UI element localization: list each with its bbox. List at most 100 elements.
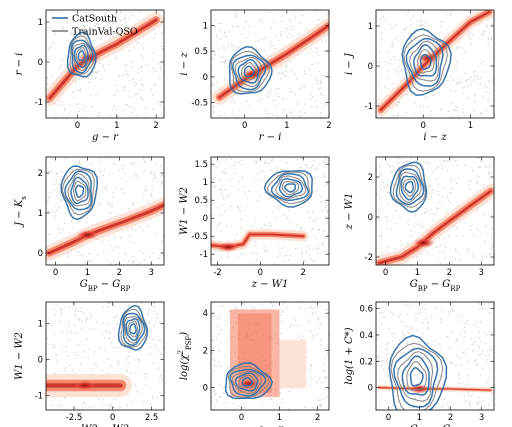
catsouth-contour [70,176,89,205]
x-tick-label: 1 [468,121,473,131]
plot-area [46,10,164,118]
y-tick-label: 2 [203,346,208,356]
x-tick-label: 3 [149,268,154,278]
density-map [211,229,309,253]
y-tick-label: 4 [203,309,208,319]
trainval-contour [241,62,257,80]
axes-frame [45,9,165,119]
catsouth-contour [409,366,424,387]
y-axis-label: W1 − W2 [179,187,190,235]
catsouth-contour [401,355,430,396]
axes-frame [375,9,495,119]
catsouth-contour [278,177,303,198]
trainval-contour [231,370,262,395]
catsouth-contour [401,28,452,96]
y-axis-label: i − J [344,52,355,75]
trainval-contour [392,164,427,208]
trainval-contour [76,47,87,65]
ticks: 0 1 2 0 2 4 [203,302,329,423]
catsouth-contour [77,49,86,62]
y-tick-label: 0 [368,213,373,223]
legend: CatSouth TrainVal-QSO [52,14,138,38]
y-tick-label: 0 [203,73,208,83]
trainval-contour [230,50,270,93]
x-axis-label: i − z [423,132,447,143]
x-tick-label: 1 [277,413,282,423]
trainval-contour [238,374,256,389]
axes-frame [45,156,165,266]
catsouth-contour [224,362,273,400]
x-axis-label: GBP − GRP [410,424,461,427]
trainval-contour [69,35,96,75]
y-axis-label: log(χ2PSF) [177,332,193,380]
y-tick-label: 0.2 [359,357,373,367]
x-tick-label: 2 [301,268,306,278]
y-tick-label: 0 [203,384,208,394]
y-tick-label: 0 [368,62,373,72]
y-tick-label: 0.4 [359,331,373,341]
legend-label: TrainVal-QSO [72,27,138,38]
panel-2: 0 1 2-0.500.51r − ii − z [179,9,332,143]
ticks: 0 1 2 3 -2 0 2 [365,157,494,278]
catsouth-contour [117,304,149,351]
catsouth-contour [419,53,432,71]
ticks: -2 0 2 -1 -0.5 0 0.5 1 1.5 [191,157,329,278]
catsouth-contour [128,323,137,335]
y-tick-label: 0 [38,356,43,366]
contours [66,31,97,78]
trainval-contour [61,168,95,216]
x-axis-label: GBP − GRP [80,279,131,293]
y-tick-label: 1 [38,209,43,219]
x-tick-label: 1 [415,268,420,278]
x-tick-label: 0 [383,268,388,278]
trainval-contour [403,34,448,92]
ticks: 0 1 2 3 0 0.2 0.4 0.6 [359,302,494,423]
x-tick-label: 1 [85,268,90,278]
x-axis-label: g − r [92,132,119,143]
trainval-contour [390,342,444,410]
catsouth-contour [389,161,428,213]
density-map [46,197,164,261]
x-axis-label: r − i [259,132,282,143]
ticks: 0 1 2 -1 0 1 [35,10,164,131]
panel-3: 0 1 -1 0 1 i − z i − J [344,9,495,143]
catsouth-contour [74,184,85,199]
trainval-contour [398,171,422,204]
x-tick-label: 2 [117,268,122,278]
axes-frame [210,156,330,266]
x-tick-label: 2 [447,268,452,278]
trainval-contour [72,181,87,202]
y-tick-label: 1.5 [194,160,208,170]
ticks: -2.5 0 2.5 -1 0 1 [35,302,164,423]
plot-area [211,157,329,265]
x-tick-label: 0 [242,121,247,131]
contours [388,334,448,410]
trainval-contour [409,40,440,82]
contours [117,304,149,351]
ticks: 0 1 2 -0.5 0 0.5 1 [191,10,332,131]
trainval-contour [120,308,147,348]
catsouth-contour [66,31,97,78]
y-axis-label: J − Ks [14,196,28,228]
x-tick-label: 1 [284,121,289,131]
trainval-contour [275,175,307,200]
x-tick-label: 0 [239,413,244,423]
contours [389,161,428,213]
x-tick-label: -2.5 [66,413,83,423]
y-tick-label: 1 [38,320,43,330]
x-tick-label: 2 [153,121,158,131]
y-tick-label: 1 [368,22,373,32]
contours [60,165,99,221]
plot-area [211,302,329,410]
trainval-contour [227,365,270,398]
density-map [46,374,132,397]
catsouth-contour [284,183,297,193]
trainval-contour [406,361,427,391]
background-points [376,157,494,265]
trainval-contour [234,56,263,87]
y-axis-label: W1 − W2 [14,332,25,380]
y-tick-label: -0.5 [191,232,208,242]
